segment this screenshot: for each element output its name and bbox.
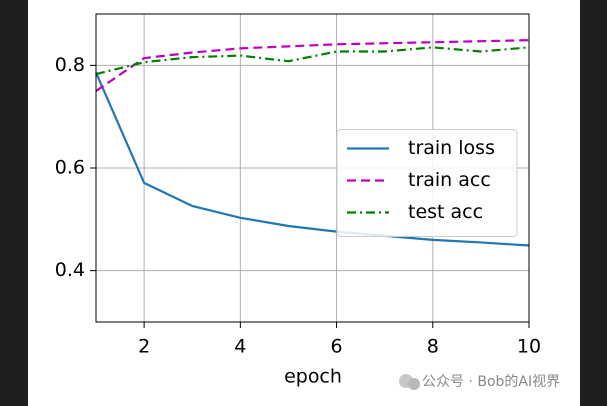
x-tick-label: 2 [138, 336, 150, 358]
line-series [95, 46, 530, 76]
y-tick-label: 0.4 [55, 259, 85, 281]
y-tick-label: 0.8 [55, 54, 85, 76]
line-series [95, 39, 530, 92]
x-tick-label: 6 [331, 336, 343, 358]
legend-label: train loss [408, 137, 495, 159]
x-tick-label: 10 [517, 336, 541, 358]
line-series [94, 72, 530, 247]
watermark-icon [408, 378, 420, 390]
x-tick-label: 8 [427, 336, 439, 358]
watermark: 公众号 · Bob的AI视界 [399, 374, 560, 390]
legend-label: test acc [408, 201, 483, 223]
x-axis-label: epoch [284, 366, 342, 388]
x-tick-label: 4 [234, 336, 246, 358]
y-tick-label: 0.6 [55, 157, 85, 179]
legend-label: train acc [408, 169, 491, 191]
legend: train loss train acc test acc [336, 129, 518, 237]
plot-frame [95, 13, 530, 323]
watermark-text: 公众号 · Bob的AI视界 [422, 374, 560, 390]
legend-box [336, 129, 518, 237]
